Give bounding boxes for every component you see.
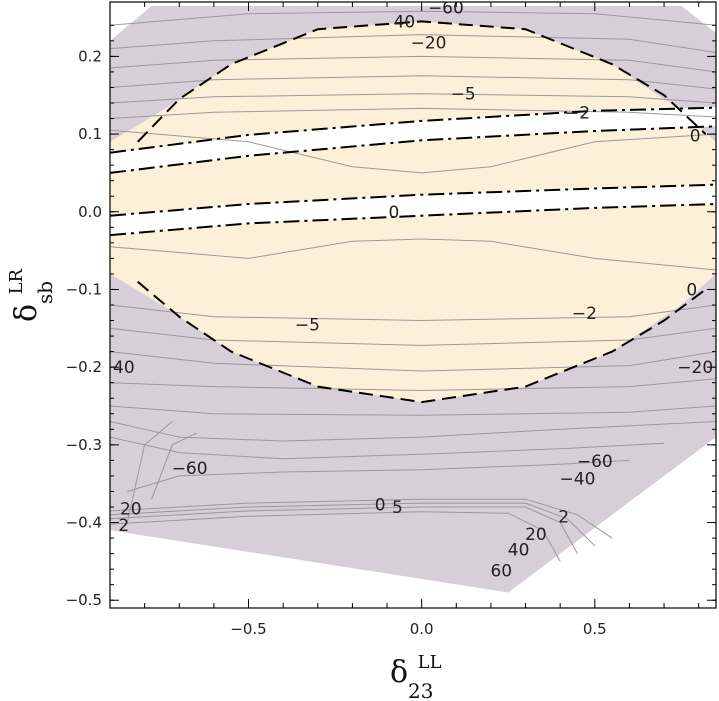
y-tick-label: −0.5	[66, 591, 102, 609]
contour-line	[110, 238, 716, 271]
contour-line	[110, 436, 665, 460]
contour-label: −2	[565, 103, 590, 123]
contour-label: −60	[172, 459, 208, 479]
contour-line	[110, 421, 716, 442]
contour-line	[110, 34, 716, 53]
contour-label: 0	[375, 496, 386, 516]
contour-label: −5	[295, 315, 320, 335]
contour-line	[110, 93, 716, 104]
contour-line	[110, 304, 716, 322]
contour-line	[110, 506, 578, 554]
boundary-lines	[110, 20, 716, 404]
contour-line	[110, 55, 716, 73]
upper-ellipse-boundary	[136, 20, 707, 143]
contour-line	[110, 129, 716, 174]
contour-line	[110, 498, 613, 539]
contour-label: 20	[120, 500, 142, 520]
contour-label: −2	[572, 304, 597, 324]
contour-label: −60	[428, 0, 464, 18]
y-axis-title: δ LR sb	[0, 259, 57, 322]
y-tick-label: −0.2	[66, 358, 102, 376]
contour-label: 5	[392, 498, 403, 518]
contour-lines	[110, 10, 716, 562]
contour-label: −40	[560, 469, 596, 489]
x-tick-label: 0.0	[410, 620, 434, 638]
x-tick-label: −0.5	[230, 620, 266, 638]
contour-line	[110, 502, 596, 547]
contour-label: 2	[118, 516, 129, 536]
contour-label: 0	[389, 203, 400, 223]
lower-ellipse-boundary	[137, 280, 707, 404]
y-tick-label: 0.2	[78, 47, 102, 65]
contour-line	[110, 351, 716, 372]
contour-label: −20	[677, 358, 713, 378]
contour-label: 2	[558, 507, 569, 527]
x-tick-label: 0.5	[583, 620, 607, 638]
contour-line	[110, 10, 716, 26]
contour-line	[110, 75, 716, 90]
y-tick-label: −0.1	[66, 280, 102, 298]
regions	[110, 5, 716, 593]
contour-label: 40	[113, 358, 135, 378]
contour-line	[110, 107, 716, 119]
y-axis-symbol: δ	[9, 304, 44, 322]
contour-line	[110, 511, 561, 562]
y-tick-label: 0.1	[78, 125, 102, 143]
contour-label: 60	[490, 562, 512, 582]
tick-labels: −0.5 0.0 0.5 0.2 0.1 0.0 −0.1 −0.2 −0.3 −0.4 −0.5	[66, 47, 607, 638]
x-axis-title: δ LL 23	[390, 641, 451, 701]
y-axis-superscript: LR	[6, 268, 27, 294]
contour-label: 40	[508, 541, 530, 561]
contour-line	[126, 421, 173, 523]
y-tick-label: 0.0	[78, 203, 102, 221]
contour-label: 40	[394, 12, 416, 32]
contour-line	[110, 378, 716, 392]
contour-label: −20	[411, 33, 447, 53]
x-axis-symbol: δ	[390, 655, 408, 690]
x-axis-subscript: 23	[408, 679, 433, 701]
zero-line-upper-a	[110, 106, 716, 154]
y-tick-label: −0.4	[66, 514, 102, 532]
zero-line-upper-b	[110, 125, 716, 174]
x-axis-superscript: LL	[418, 652, 442, 673]
contour-label: 0	[690, 127, 701, 147]
y-axis-subscript: sb	[33, 281, 57, 304]
contour-line	[151, 432, 197, 500]
contour-line	[110, 327, 716, 346]
zero-line-lower-a	[110, 183, 716, 217]
contour-line	[110, 405, 716, 416]
contour-label: −5	[451, 85, 476, 105]
region-gap-upper	[110, 106, 716, 173]
contour-label: −60	[577, 452, 613, 472]
zero-line-lower-b	[110, 203, 716, 237]
y-tick-label: −0.3	[66, 436, 102, 454]
contour-line	[127, 459, 630, 492]
contour-label: 0	[686, 280, 697, 300]
axis-ticks	[109, 2, 716, 608]
contour-label: 20	[525, 525, 547, 545]
